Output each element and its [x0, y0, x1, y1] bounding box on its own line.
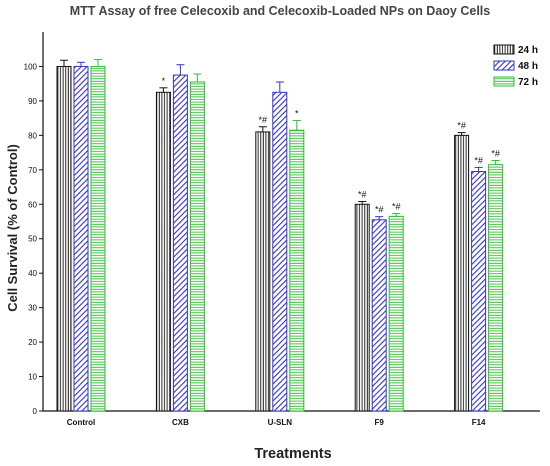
y-tick-label: 40 [28, 269, 37, 278]
y-tick-label: 50 [28, 235, 37, 244]
bar [371, 219, 387, 412]
legend-label: 72 h [518, 77, 538, 88]
significance-label: *# [457, 121, 466, 131]
y-axis: 0 10 20 30 40 50 60 70 80 90 100 [24, 32, 44, 416]
significance-label: *# [474, 155, 483, 165]
legend: 24 h 48 h 72 h [493, 44, 538, 88]
significance-label: *# [392, 202, 401, 212]
bar [388, 215, 404, 412]
significance-label: * [162, 76, 166, 86]
x-axis-label: Treatments [254, 446, 331, 462]
bar [488, 164, 504, 412]
legend-swatch [493, 44, 515, 55]
y-tick-label: 90 [28, 97, 37, 106]
x-tick-label: Control [67, 418, 95, 427]
bar [189, 81, 205, 412]
x-tick-label: U-SLN [268, 418, 293, 427]
significance-label: * [295, 109, 299, 119]
significance-label: *# [491, 149, 500, 159]
y-tick-label: 20 [28, 338, 37, 347]
legend-swatch [493, 76, 515, 87]
significance-label: *# [375, 205, 384, 215]
x-axis: Control CXB U-SLN F9 F14 [43, 410, 540, 427]
legend-swatch [493, 60, 515, 71]
bar [255, 131, 271, 412]
bar [73, 65, 89, 412]
x-tick-label: F9 [375, 418, 385, 427]
y-tick-label: 80 [28, 131, 37, 140]
y-tick-label: 100 [24, 62, 38, 71]
legend-label: 24 h [518, 45, 538, 56]
bars-group: * *# * *# *# *# *# *# *# [56, 59, 504, 412]
y-tick-label: 10 [28, 373, 37, 382]
y-axis-label: Cell Survival (% of Control) [5, 144, 20, 312]
legend-label: 48 h [518, 61, 538, 72]
y-tick-label: 0 [33, 407, 38, 416]
y-tick-label: 70 [28, 166, 37, 175]
bar [56, 65, 72, 412]
x-tick-label: F14 [472, 418, 486, 427]
bar [354, 203, 370, 412]
bar [172, 74, 188, 412]
bar [272, 91, 288, 412]
significance-label: *# [358, 190, 367, 200]
y-tick-label: 30 [28, 304, 37, 313]
bar [90, 65, 106, 412]
y-tick-label: 60 [28, 200, 37, 209]
bar [454, 134, 470, 412]
x-tick-label: CXB [172, 418, 189, 427]
bar [471, 171, 487, 412]
significance-label: *# [259, 115, 268, 125]
bar [155, 91, 171, 412]
chart-title: MTT Assay of free Celecoxib and Celecoxi… [70, 4, 491, 18]
bar [289, 129, 305, 412]
